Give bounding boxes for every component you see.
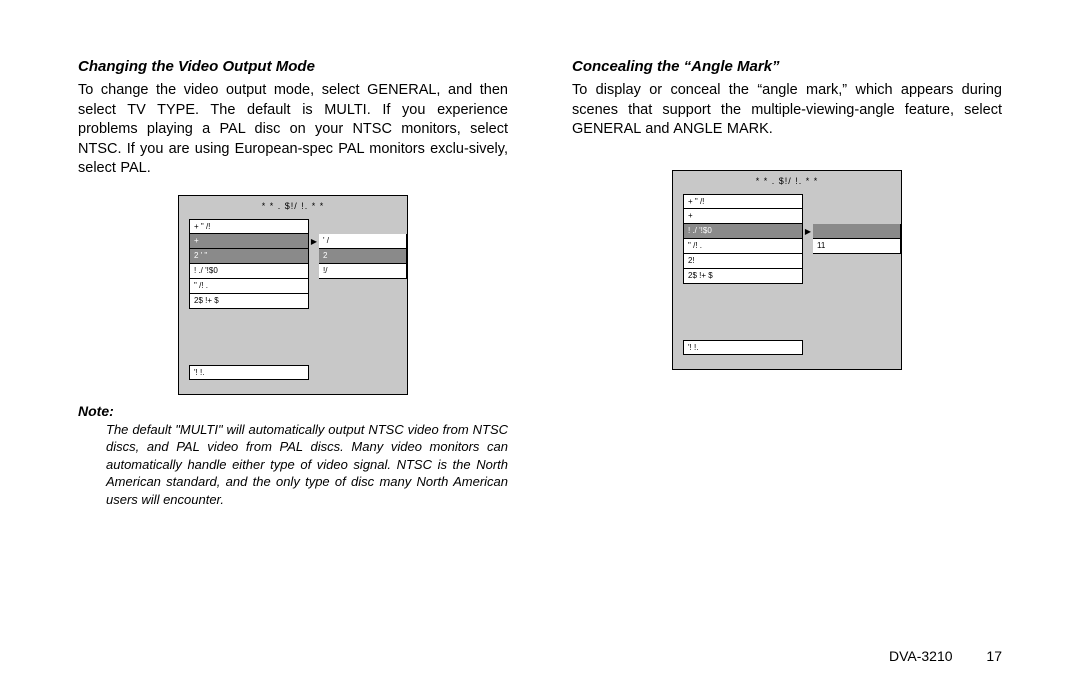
menu-row: ! ./ '!$0 !/ — [189, 264, 407, 279]
menu-cell-right: 2 — [319, 249, 407, 264]
menu-title: * * . $!/ !. * * — [673, 171, 901, 194]
menu-cell-right: 11 — [813, 239, 901, 254]
menu-row: + " /! — [189, 219, 407, 234]
right-heading: Concealing the “Angle Mark” — [572, 58, 1002, 75]
menu-row: " /! . — [189, 279, 407, 294]
left-body: To change the video output mode, select … — [78, 81, 508, 179]
right-body: To display or conceal the “angle mark,” … — [572, 81, 1002, 140]
menu-cell-left: " /! . — [683, 239, 803, 254]
menu-row: +▶' / — [189, 234, 407, 249]
right-menu: * * . $!/ !. * * + " /!+! ./ '!$0▶" /! .… — [672, 170, 902, 370]
menu-cell-left: + " /! — [683, 194, 803, 209]
menu-row: ! ./ '!$0▶ — [683, 224, 901, 239]
footer-page: 17 — [986, 648, 1002, 664]
menu-cell-left: + — [683, 209, 803, 224]
note-label: Note: — [78, 403, 508, 419]
menu-row: 2$ !+ $ — [683, 269, 901, 284]
menu-cell-right — [319, 279, 407, 294]
footer-model: DVA-3210 — [889, 648, 953, 664]
menu-cell-left: 2! — [683, 254, 803, 269]
left-column: Changing the Video Output Mode To change… — [78, 58, 508, 509]
menu-cell-left: ! ./ '!$0 — [189, 264, 309, 279]
menu-cell-right — [813, 254, 901, 269]
menu-cell-left: ! ./ '!$0 — [683, 224, 803, 239]
menu-cell-right — [813, 194, 901, 209]
menu-cell-right: !/ — [319, 264, 407, 279]
menu-row: + — [683, 209, 901, 224]
menu-cell-left: 2 ' " — [189, 249, 309, 264]
chevron-right-icon: ▶ — [309, 234, 319, 249]
left-menu: * * . $!/ !. * * + " /!+▶' /2 ' "2! ./ '… — [178, 195, 408, 395]
menu-cell-right — [813, 224, 901, 239]
menu-footer: '! !. — [683, 340, 803, 355]
menu-cell-left: 2$ !+ $ — [683, 269, 803, 284]
menu-row: 2$ !+ $ — [189, 294, 407, 309]
note-text: The default "MULTI" will automatically o… — [106, 421, 508, 509]
menu-row: " /! . 11 — [683, 239, 901, 254]
left-heading: Changing the Video Output Mode — [78, 58, 508, 75]
menu-cell-left: " /! . — [189, 279, 309, 294]
menu-cell-right — [319, 294, 407, 309]
chevron-right-icon: ▶ — [803, 224, 813, 239]
menu-cell-left: + — [189, 234, 309, 249]
menu-cell-right — [813, 269, 901, 284]
menu-footer: '! !. — [189, 365, 309, 380]
menu-cell-right — [813, 209, 901, 224]
menu-cell-right: ' / — [319, 234, 407, 249]
page-footer: DVA-3210 17 — [889, 648, 1002, 664]
menu-title: * * . $!/ !. * * — [179, 196, 407, 219]
menu-cell-left: 2$ !+ $ — [189, 294, 309, 309]
menu-row: 2! — [683, 254, 901, 269]
right-column: Concealing the “Angle Mark” To display o… — [572, 58, 1002, 509]
menu-row: + " /! — [683, 194, 901, 209]
menu-cell-left: + " /! — [189, 219, 309, 234]
menu-cell-right — [319, 219, 407, 234]
menu-row: 2 ' " 2 — [189, 249, 407, 264]
